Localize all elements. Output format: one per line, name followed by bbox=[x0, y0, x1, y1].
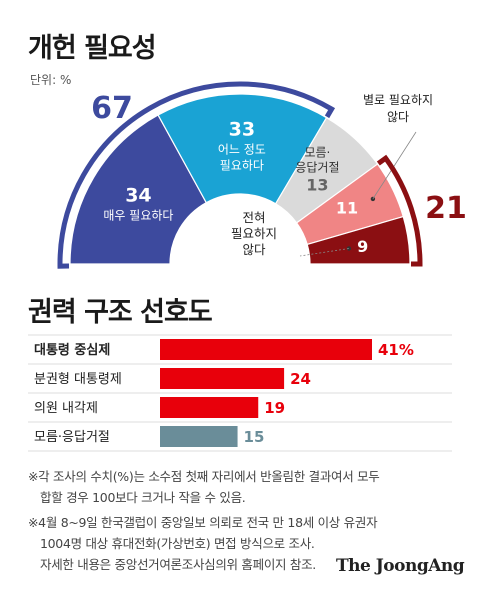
footnote-survey: ※4월 8~9일 한국갤럽이 중앙일보 의뢰로 전국 만 18세 이상 유권자 … bbox=[28, 512, 378, 575]
donut-slice bbox=[157, 93, 328, 205]
unit-label: 단위: % bbox=[30, 73, 72, 87]
callout-label: 필요하지 bbox=[231, 226, 277, 241]
group-total-label: 21 bbox=[425, 191, 467, 226]
slice-category-label: 모름· bbox=[304, 146, 330, 160]
slice-category-label: 어느 정도 bbox=[218, 142, 266, 156]
bar-category-label: 모름·응답거절 bbox=[34, 430, 110, 445]
bar-value-label: 15 bbox=[244, 428, 265, 446]
callout-label: 별로 필요하지 bbox=[363, 93, 433, 107]
footnote-rounding: ※각 조사의 수치(%)는 소수점 첫째 자리에서 반올림한 결과여서 모두 합… bbox=[28, 466, 380, 508]
callout-line bbox=[299, 248, 349, 257]
bar-value-label: 41% bbox=[378, 341, 414, 359]
bar-value-label: 24 bbox=[290, 370, 311, 388]
slice-value-label: 13 bbox=[306, 176, 328, 195]
group-bracket bbox=[376, 154, 423, 267]
bar bbox=[160, 339, 372, 360]
necessity-title: 개헌 필요성 bbox=[28, 33, 157, 64]
callout-line bbox=[372, 131, 417, 200]
slice-value-label: 9 bbox=[357, 237, 368, 256]
footnote-line: ※각 조사의 수치(%)는 소수점 첫째 자리에서 반올림한 결과여서 모두 bbox=[28, 469, 380, 484]
structure-title: 권력 구조 선호도 bbox=[28, 297, 213, 328]
callout-label: 전혀 bbox=[242, 210, 265, 225]
bar-category-label: 의원 내각제 bbox=[34, 401, 98, 416]
callout-label: 않다 bbox=[242, 242, 266, 257]
slice-category-label: 매우 필요하다 bbox=[103, 208, 173, 222]
donut-slice bbox=[69, 114, 208, 265]
footnote-line: 자세한 내용은 중앙선거여론조사심의위 홈페이지 참조. bbox=[40, 557, 316, 572]
bar bbox=[160, 426, 238, 447]
bar-category-label: 대통령 중심제 bbox=[34, 342, 110, 358]
slice-category-label: 응답거절 bbox=[295, 161, 339, 175]
callout-label: 않다 bbox=[387, 110, 409, 124]
slice-value-label: 11 bbox=[336, 199, 358, 218]
bar bbox=[160, 368, 285, 389]
group-total-label: 67 bbox=[91, 91, 133, 126]
slice-value-label: 34 bbox=[125, 185, 151, 207]
slice-value-label: 33 bbox=[229, 119, 255, 141]
bar bbox=[160, 397, 259, 418]
bar-category-label: 분권형 대통령제 bbox=[34, 372, 122, 387]
slice-category-label: 필요하다 bbox=[220, 158, 264, 172]
footnote-line: 1004명 대상 휴대전화(가상번호) 면접 방식으로 조사. bbox=[40, 536, 315, 551]
bar-value-label: 19 bbox=[264, 399, 285, 417]
group-bracket bbox=[57, 81, 336, 269]
publisher-logo: The JoongAng bbox=[336, 556, 465, 576]
footnote-line: 합할 경우 100보다 크거나 작을 수 있음. bbox=[40, 490, 246, 505]
donut-slice bbox=[306, 215, 411, 265]
bar-chart: 대통령 중심제 41% 분권형 대통령제 24 의원 내각제 19 모름·응답거절 15 bbox=[28, 334, 452, 452]
footnote-line: ※4월 8~9일 한국갤럽이 중앙일보 의뢰로 전국 만 18세 이상 유권자 bbox=[28, 515, 378, 530]
